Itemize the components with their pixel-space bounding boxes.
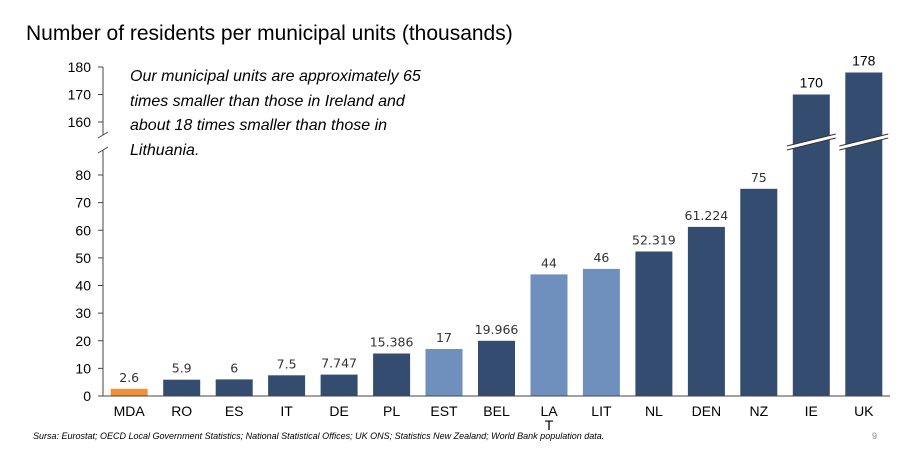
bar-bel [478, 340, 515, 396]
category-label-lat: LA [540, 403, 558, 419]
category-label-lit: LIT [591, 403, 612, 419]
y-tick-label-10: 10 [75, 360, 91, 376]
bar-mda [110, 388, 148, 396]
category-label-pl: PL [383, 403, 400, 419]
y-tick-label-20: 20 [75, 333, 91, 349]
bar-break-gap-ie [786, 134, 836, 150]
y-tick-label-160: 160 [68, 114, 92, 130]
category-label-lat-wrap: T [545, 417, 554, 433]
data-label-nz: 75 [751, 170, 767, 185]
page-title: Number of residents per municipal units … [26, 22, 513, 45]
bar-break-line [839, 137, 889, 151]
y-axis-break-mark [97, 131, 109, 139]
annotation-text: Our municipal units are approximately 65… [130, 68, 421, 159]
bar-nz [740, 188, 778, 396]
data-label-ie: 170 [800, 75, 824, 91]
data-label-est: 17 [436, 330, 452, 345]
bar-lat [530, 274, 568, 396]
bar-uk [845, 72, 883, 396]
data-label-lat: 44 [541, 255, 557, 270]
data-label-den: 61.224 [685, 208, 729, 223]
data-label-es: 6 [230, 360, 238, 375]
data-label-ro: 5.9 [172, 361, 192, 376]
bar-es [215, 379, 253, 396]
category-label-nz: NZ [749, 403, 768, 419]
labels-layer: 2.6 MDA 5.9 RO 6 ES 7.5 IT 7.747 DE 15.386 PL 17 EST 1… [114, 53, 876, 434]
bar-est [425, 349, 463, 396]
category-label-ie: IE [805, 403, 818, 419]
data-label-nl: 52.319 [632, 233, 676, 248]
data-label-mda: 2.6 [119, 370, 139, 385]
category-label-den: DEN [692, 403, 722, 419]
y-tick-label-0: 0 [83, 388, 91, 404]
bar-nl [635, 251, 673, 396]
category-label-nl: NL [645, 403, 663, 419]
data-label-pl: 15.386 [370, 335, 414, 350]
category-label-ro: RO [171, 403, 192, 419]
page-number: 9 [872, 431, 878, 441]
bar-break-line [786, 137, 836, 151]
y-tick-label-60: 60 [75, 222, 91, 238]
data-label-lit: 46 [593, 250, 609, 265]
bars-layer [110, 72, 883, 396]
category-label-de: DE [329, 403, 348, 419]
category-label-uk: UK [854, 403, 874, 419]
category-label-it: IT [280, 403, 293, 419]
bar-den [687, 226, 725, 396]
data-label-de: 7.747 [321, 356, 357, 371]
y-tick-label-170: 170 [68, 87, 92, 103]
bar-ro [163, 379, 201, 396]
data-label-bel: 19.966 [475, 322, 519, 337]
category-label-es: ES [225, 403, 244, 419]
bar-pl [373, 353, 411, 396]
y-axis-break-mark [97, 146, 109, 154]
y-tick-label-40: 40 [75, 278, 91, 294]
bar-break-gap-uk [839, 134, 889, 150]
y-tick-label-180: 180 [68, 59, 92, 75]
bar-lit [582, 268, 620, 396]
data-label-uk: 178 [852, 53, 876, 69]
y-tick-label-30: 30 [75, 305, 91, 321]
data-label-it: 7.5 [277, 356, 297, 371]
axis-breaks [786, 133, 889, 151]
y-tick-label-80: 80 [75, 167, 91, 183]
bar-it [268, 375, 306, 396]
bar-de [320, 374, 358, 396]
bar-break-line [786, 133, 836, 147]
axes: 0 10 20 30 40 50 60 70 80 160 170 180 [68, 59, 890, 404]
y-tick-label-70: 70 [75, 195, 91, 211]
category-label-bel: BEL [483, 403, 510, 419]
source-note: Sursa: Eurostat; OECD Local Government S… [33, 431, 605, 441]
bar-break-line [839, 133, 889, 147]
category-label-mda: MDA [114, 403, 146, 419]
y-tick-label-50: 50 [75, 250, 91, 266]
category-label-est: EST [430, 403, 458, 419]
